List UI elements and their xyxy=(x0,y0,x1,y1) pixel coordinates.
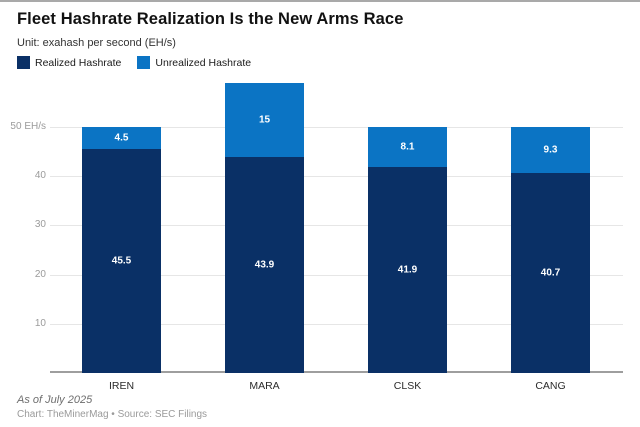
bar-value-label-CANG: 9.3 xyxy=(543,144,558,156)
bar-value-label-CLSK: 8.1 xyxy=(400,141,415,153)
legend-label: Realized Hashrate xyxy=(35,56,122,69)
bar-segment-realized-hashrate-CANG xyxy=(511,172,590,373)
bar-value-label-MARA: 15 xyxy=(258,114,271,126)
footer-as-of-note: As of July 2025 xyxy=(17,394,93,406)
bar-segment-realized-hashrate-MARA xyxy=(225,157,304,373)
category-label-CANG: CANG xyxy=(535,380,566,392)
bar-value-label-IREN: 4.5 xyxy=(114,132,129,144)
chart-subtitle: Unit: exahash per second (EH/s) xyxy=(17,37,176,49)
top-edge-divider xyxy=(0,0,640,2)
y-tick-label-40: 40 xyxy=(34,170,46,182)
legend-swatch-icon xyxy=(137,56,151,69)
chart-title: Fleet Hashrate Realization Is the New Ar… xyxy=(17,10,404,28)
bar-segment-unrealized-hashrate-MARA xyxy=(225,83,304,157)
bar-segment-realized-hashrate-CLSK xyxy=(368,166,447,373)
legend-swatch-icon xyxy=(17,56,30,69)
legend-item-unrealized-hashrate: Unrealized Hashrate xyxy=(137,56,251,69)
bar-segment-unrealized-hashrate-IREN xyxy=(82,127,161,150)
category-label-CLSK: CLSK xyxy=(393,380,422,392)
gridline-40 xyxy=(50,176,623,178)
gridline-50 xyxy=(50,127,623,128)
bar-value-label-CANG: 40.7 xyxy=(540,267,561,279)
legend-label: Unrealized Hashrate xyxy=(155,56,252,69)
bar-segment-unrealized-hashrate-CLSK xyxy=(368,127,447,167)
bar-value-label-IREN: 45.5 xyxy=(111,255,132,267)
bar-segment-realized-hashrate-IREN xyxy=(82,149,161,373)
category-label-IREN: IREN xyxy=(108,380,135,392)
bar-segment-unrealized-hashrate-CANG xyxy=(511,127,590,173)
y-tick-label-50: 50 EH/s xyxy=(10,121,46,132)
bar-value-label-MARA: 43.9 xyxy=(254,259,275,271)
chart-legend: Realized Hashrate Unrealized Hashrate xyxy=(17,56,251,69)
gridline-10 xyxy=(50,323,623,325)
gridline-30 xyxy=(50,225,623,227)
y-tick-label-20: 20 xyxy=(34,268,46,280)
gridline-20 xyxy=(50,274,623,276)
bar-value-label-CLSK: 41.9 xyxy=(397,264,418,276)
legend-item-realized-hashrate: Realized Hashrate xyxy=(17,56,121,69)
footer-credit-line: Chart: TheMinerMag • Source: SEC Filings xyxy=(17,409,208,420)
y-tick-label-10: 10 xyxy=(34,317,46,329)
category-label-MARA: MARA xyxy=(249,380,280,392)
x-axis-baseline xyxy=(50,371,623,373)
y-tick-label-30: 30 xyxy=(34,219,46,231)
